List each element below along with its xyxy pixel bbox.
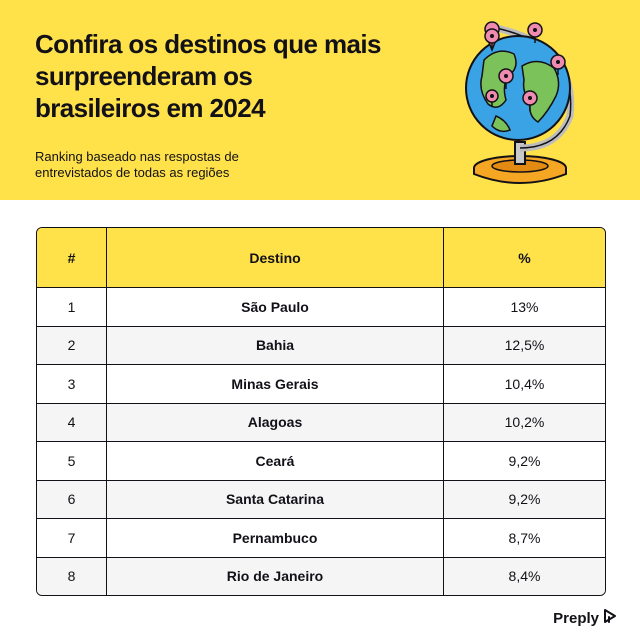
table-row: 6 Santa Catarina 9,2% (37, 479, 605, 518)
table-row: 8 Rio de Janeiro 8,4% (37, 556, 605, 595)
globe-with-pins-icon (458, 16, 588, 188)
percent-cell: 8,7% (443, 519, 605, 557)
percent-cell: 13% (443, 288, 605, 326)
table-row: 3 Minas Gerais 10,4% (37, 364, 605, 403)
table-row: 1 São Paulo 13% (37, 287, 605, 326)
destino-cell: São Paulo (106, 288, 443, 326)
percent-cell: 9,2% (443, 480, 605, 518)
column-header-rank: # (67, 249, 76, 266)
destino-cell: Alagoas (106, 403, 443, 441)
table-row: 2 Bahia 12,5% (37, 325, 605, 364)
rank-cell: 3 (67, 375, 76, 392)
preply-logo-icon (602, 608, 618, 628)
column-header-destino: Destino (106, 228, 443, 287)
brand-logo: Preply (553, 608, 618, 628)
rank-cell: 5 (67, 452, 76, 469)
percent-cell: 12,5% (443, 326, 605, 364)
rank-cell: 6 (67, 491, 76, 508)
rank-cell: 4 (67, 414, 76, 431)
page-title: Confira os destinos que mais surpreender… (35, 29, 381, 123)
page-subtitle: Ranking baseado nas respostas de entrevi… (35, 149, 239, 180)
destino-cell: Bahia (106, 326, 443, 364)
percent-cell: 8,4% (443, 557, 605, 595)
percent-cell: 10,4% (443, 365, 605, 403)
brand-name: Preply (553, 609, 599, 627)
ranking-table: # Destino % 1 São Paulo 13% 2 Bahia 12,5… (36, 227, 606, 596)
rank-cell: 1 (67, 298, 76, 315)
rank-cell: 2 (67, 337, 76, 354)
table-row: 4 Alagoas 10,2% (37, 402, 605, 441)
destino-cell: Santa Catarina (106, 480, 443, 518)
percent-cell: 9,2% (443, 442, 605, 480)
table-header-row: # Destino % (37, 228, 605, 287)
rank-cell: 8 (67, 568, 76, 585)
destino-cell: Ceará (106, 442, 443, 480)
table-row: 7 Pernambuco 8,7% (37, 518, 605, 557)
table-row: 5 Ceará 9,2% (37, 441, 605, 480)
percent-cell: 10,2% (443, 403, 605, 441)
header-banner: Confira os destinos que mais surpreender… (0, 0, 640, 200)
destino-cell: Rio de Janeiro (106, 557, 443, 595)
column-header-percent: % (443, 228, 605, 287)
rank-cell: 7 (67, 529, 76, 546)
destino-cell: Minas Gerais (106, 365, 443, 403)
destino-cell: Pernambuco (106, 519, 443, 557)
